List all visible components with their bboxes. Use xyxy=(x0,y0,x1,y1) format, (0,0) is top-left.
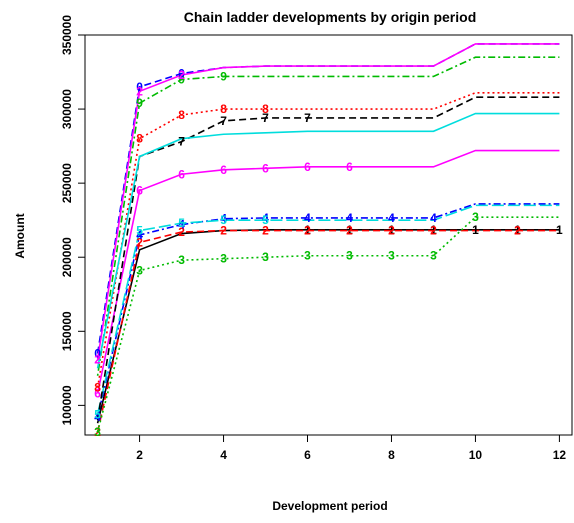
point-label-4: 4 xyxy=(346,211,353,225)
point-label-1: 1 xyxy=(472,223,479,237)
series-line-2 xyxy=(96,229,560,433)
series-line-7 xyxy=(96,96,560,421)
y-tick-label: 100000 xyxy=(60,385,74,425)
y-tick-label: 200000 xyxy=(60,237,74,277)
point-label-4: 4 xyxy=(220,212,227,226)
point-label-2: 2 xyxy=(514,224,521,238)
series-line-12 xyxy=(96,43,560,360)
series-line-6 xyxy=(96,149,560,394)
point-label-9: 9 xyxy=(220,69,227,83)
point-label-4: 4 xyxy=(262,211,269,225)
point-label-1: 1 xyxy=(304,223,311,237)
series-line-3 xyxy=(96,216,560,433)
point-label-12: 2 xyxy=(136,84,143,98)
point-label-4: 4 xyxy=(304,211,311,225)
point-label-2: 2 xyxy=(430,224,437,238)
y-tick-label: 150000 xyxy=(60,311,74,351)
x-tick-label: 4 xyxy=(220,448,227,462)
point-label-2: 2 xyxy=(220,224,227,238)
series-layer xyxy=(96,43,560,433)
y-tick-label: 250000 xyxy=(60,163,74,203)
x-tick-label: 12 xyxy=(553,448,567,462)
point-label-8: 8 xyxy=(178,108,185,122)
point-label-1: 1 xyxy=(346,223,353,237)
point-label-7: 7 xyxy=(220,114,227,128)
series-line-4 xyxy=(96,203,560,418)
point-label-6: 6 xyxy=(346,160,353,174)
point-label-9: 9 xyxy=(178,72,185,86)
point-label-3: 3 xyxy=(220,252,227,266)
point-label-3: 3 xyxy=(94,425,101,439)
point-label-3: 3 xyxy=(136,264,143,278)
point-label-3: 3 xyxy=(430,249,437,263)
point-label-4: 4 xyxy=(430,211,437,225)
x-tick-label: 10 xyxy=(469,448,483,462)
point-label-4: 4 xyxy=(388,211,395,225)
point-label-1: 1 xyxy=(556,223,563,237)
point-label-7: 7 xyxy=(304,111,311,125)
point-label-2: 2 xyxy=(388,224,395,238)
x-tick-label: 2 xyxy=(136,448,143,462)
x-tick-label: 6 xyxy=(304,448,311,462)
point-label-5: 5 xyxy=(94,407,101,421)
point-label-4: 4 xyxy=(178,218,185,232)
point-label-8: 8 xyxy=(136,132,143,146)
point-label-2: 2 xyxy=(304,224,311,238)
series-line-11 xyxy=(96,112,560,369)
point-label-6: 6 xyxy=(178,167,185,181)
point-label-3: 3 xyxy=(178,253,185,267)
point-label-2: 2 xyxy=(262,224,269,238)
point-label-1: 1 xyxy=(388,223,395,237)
series-line-5 xyxy=(96,204,560,415)
plot-frame xyxy=(84,34,573,436)
chart-title: Chain ladder developments by origin peri… xyxy=(184,9,477,25)
point-label-2: 2 xyxy=(94,425,101,439)
point-label-2: 2 xyxy=(346,224,353,238)
point-label-12: 2 xyxy=(178,68,185,82)
point-label-1: 1 xyxy=(514,223,521,237)
point-label-8: 8 xyxy=(220,102,227,116)
x-axis-title: Development period xyxy=(272,499,387,513)
point-label-9: 9 xyxy=(136,96,143,110)
point-label-2: 2 xyxy=(136,235,143,249)
series-line-1 xyxy=(96,229,560,424)
point-label-10: 0 xyxy=(94,347,101,361)
point-label-1: 1 xyxy=(430,223,437,237)
point-label-3: 3 xyxy=(304,249,311,263)
point-label-3: 3 xyxy=(472,210,479,224)
x-tick-label: 8 xyxy=(388,448,395,462)
point-label-10: 0 xyxy=(178,67,185,81)
point-label-12: 2 xyxy=(94,352,101,366)
point-label-2: 2 xyxy=(178,225,185,239)
axes-layer: 2 4 6 8 10 1210000015000020000025000030000035… xyxy=(60,15,566,462)
point-label-6: 6 xyxy=(262,161,269,175)
point-label-6: 6 xyxy=(94,387,101,401)
series-line-8 xyxy=(96,91,560,388)
point-label-3: 3 xyxy=(346,249,353,263)
point-label-8: 8 xyxy=(262,102,269,116)
point-label-5: 5 xyxy=(178,216,185,230)
point-label-5: 5 xyxy=(220,213,227,227)
y-tick-label: 350000 xyxy=(60,15,74,55)
y-tick-label: 300000 xyxy=(60,89,74,129)
point-label-10: 0 xyxy=(136,80,143,94)
point-label-3: 3 xyxy=(262,250,269,264)
point-label-6: 6 xyxy=(136,184,143,198)
y-axis-title: Amount xyxy=(13,213,27,258)
point-label-7: 7 xyxy=(178,135,185,149)
point-label-8: 8 xyxy=(94,381,101,395)
point-label-7: 7 xyxy=(262,111,269,125)
point-label-6: 6 xyxy=(220,163,227,177)
point-label-5: 5 xyxy=(262,213,269,227)
point-label-4: 4 xyxy=(94,410,101,424)
point-label-4: 4 xyxy=(136,228,143,242)
series-line-10 xyxy=(96,43,560,354)
point-label-6: 6 xyxy=(304,160,311,174)
point-label-3: 3 xyxy=(388,249,395,263)
point-label-5: 5 xyxy=(136,224,143,238)
series-line-9 xyxy=(96,56,560,376)
